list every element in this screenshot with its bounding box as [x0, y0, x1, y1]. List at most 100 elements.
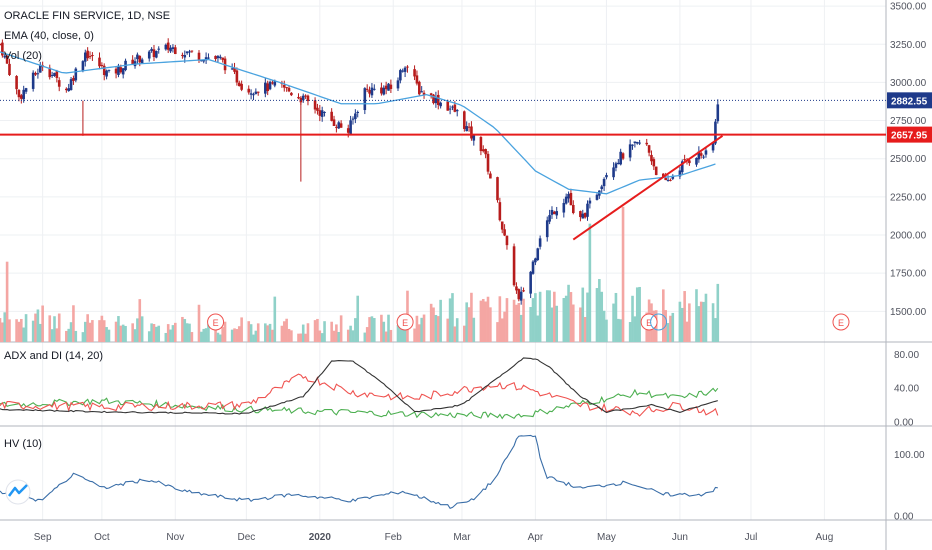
volume-bar: [57, 313, 61, 342]
time-tick-label: Apr: [528, 532, 544, 543]
price-tick-label: 2750.00: [890, 116, 927, 127]
volume-bar: [22, 327, 25, 342]
volume-bar: [628, 322, 632, 342]
volume-bar: [268, 323, 272, 342]
candle-up: [69, 79, 73, 91]
candle-up: [586, 203, 589, 217]
volume-bar: [88, 322, 92, 342]
candle-up: [370, 87, 374, 96]
candle-down: [515, 286, 518, 291]
volume-bar: [503, 311, 506, 342]
volume-bar: [413, 328, 416, 342]
candle-up: [171, 47, 175, 50]
dividend-marker[interactable]: [650, 313, 668, 331]
volume-bar: [602, 310, 606, 342]
earnings-marker-label: E: [402, 318, 408, 328]
volume-bar: [583, 316, 587, 342]
volume-bar: [38, 323, 42, 342]
candle-down: [152, 49, 156, 58]
volume-bar: [335, 324, 338, 342]
support-trendline[interactable]: [572, 134, 724, 241]
candle-up: [550, 209, 554, 215]
volume-bar: [200, 331, 203, 342]
volume-bar: [489, 307, 492, 342]
volume-bar: [304, 333, 307, 342]
volume-legend: Vol (20): [4, 50, 42, 62]
volume-bar: [221, 327, 224, 342]
candle-up: [671, 176, 675, 179]
candle-down: [114, 68, 118, 74]
volume-bar: [714, 318, 717, 342]
volume-bar: [273, 296, 277, 342]
volume-bar: [117, 316, 120, 342]
volume-bar: [382, 321, 386, 342]
volume-bar: [5, 261, 9, 342]
volume-bar: [448, 298, 452, 342]
candle-down: [119, 67, 123, 73]
candle-down: [318, 110, 322, 116]
earnings-marker[interactable]: [832, 313, 850, 331]
candle-down: [418, 81, 421, 95]
candle-down: [290, 92, 293, 96]
volume-bar: [564, 295, 568, 342]
volume-bar: [415, 315, 419, 342]
candle-down: [432, 94, 435, 104]
volume-bar: [349, 325, 352, 342]
candle-up: [207, 57, 210, 59]
price-tick-label: 2000.00: [890, 231, 927, 242]
candle-up: [420, 91, 423, 93]
volume-bar: [48, 315, 52, 342]
candle-down: [197, 52, 201, 61]
candle-up: [697, 151, 701, 160]
candle-up: [252, 94, 255, 96]
volume-bar: [301, 324, 305, 342]
candle-down: [306, 95, 310, 102]
adx-legend: ADX and DI (14, 20): [4, 350, 104, 362]
volume-bar: [337, 331, 341, 342]
volume-bar: [214, 327, 217, 342]
time-tick-label: Jul: [745, 532, 758, 543]
candle-up: [628, 144, 632, 158]
logo-glyph: [8, 484, 28, 497]
candle-up: [564, 196, 568, 204]
volume-bar: [147, 331, 151, 342]
candle-up: [631, 144, 634, 146]
volume-bar: [505, 298, 509, 342]
volume-bar: [368, 317, 371, 342]
candle-down: [181, 54, 184, 56]
volume-bar: [346, 329, 350, 342]
candle-down: [553, 211, 556, 215]
candle-down: [100, 64, 104, 66]
candle-down: [368, 89, 371, 94]
candle-up: [105, 70, 108, 77]
earnings-marker[interactable]: [207, 313, 225, 331]
candle-up: [545, 220, 549, 238]
volume-bar: [249, 324, 253, 342]
volume-bar: [420, 317, 423, 342]
price-tick-label: 3250.00: [890, 40, 927, 51]
volume-bar: [699, 301, 703, 342]
earnings-marker[interactable]: [640, 313, 658, 331]
volume-bar: [133, 329, 137, 342]
earnings-marker[interactable]: [396, 313, 414, 331]
candle-down: [683, 159, 686, 161]
hv-tick-label: 0.00: [894, 512, 914, 523]
volume-bar: [157, 325, 161, 342]
last-price-badge-label: 2882.55: [891, 96, 928, 107]
volume-bar: [8, 319, 11, 342]
volume-bar: [102, 320, 106, 342]
candle-up: [581, 213, 585, 219]
hv-legend: HV (10): [4, 438, 42, 450]
volume-bar: [34, 313, 37, 342]
candle-down: [463, 111, 466, 129]
volume-bar: [3, 312, 7, 342]
volume-bar: [531, 298, 535, 342]
candle-up: [354, 113, 357, 120]
candle-down: [86, 50, 89, 59]
volume-bar: [614, 292, 618, 342]
candle-down: [503, 229, 506, 236]
candle-up: [396, 80, 400, 89]
level-price-badge-label: 2657.95: [891, 131, 928, 142]
candle-down: [91, 55, 94, 57]
